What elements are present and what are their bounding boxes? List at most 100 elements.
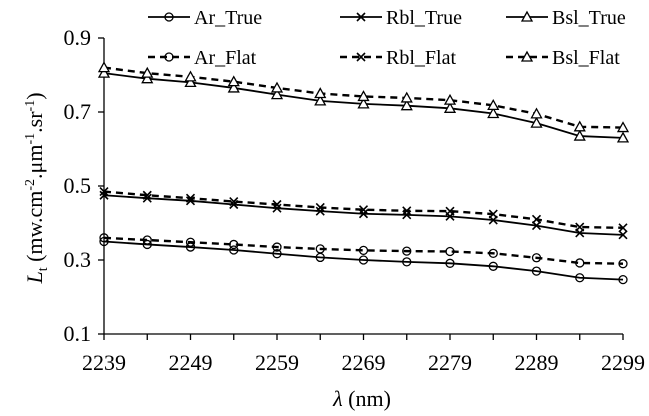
series-ar-flat xyxy=(99,233,628,269)
y-label-subscript: t xyxy=(36,267,51,271)
data-point-ar-flat xyxy=(99,233,109,243)
legend-marker-rbl-flat xyxy=(356,52,366,62)
legend-label-rbl-flat: Rbl_Flat xyxy=(386,47,456,69)
legend-item-rbl-true: Rbl_True xyxy=(340,7,462,29)
legend-label-ar-flat: Ar_Flat xyxy=(194,47,257,69)
x-axis-label: λ (nm) xyxy=(332,386,391,411)
data-point-rbl-flat xyxy=(185,193,196,203)
series-line-ar-flat xyxy=(103,236,624,265)
data-point-bsl-flat xyxy=(443,93,457,105)
data-point-bsl-flat xyxy=(227,75,240,87)
data-point-bsl-flat xyxy=(141,66,154,78)
data-point-ar-flat xyxy=(229,239,239,250)
data-point-bsl-true xyxy=(270,88,284,100)
data-point-ar-true xyxy=(531,266,542,276)
data-point-rbl-true xyxy=(618,230,628,240)
x-tick-label: 2279 xyxy=(428,350,472,375)
data-point-bsl-true xyxy=(487,107,500,119)
data-point-rbl-true xyxy=(358,209,369,219)
data-point-ar-flat xyxy=(272,242,282,252)
data-point-ar-true xyxy=(445,258,455,268)
data-point-bsl-true xyxy=(357,97,370,109)
data-point-rbl-flat xyxy=(445,206,455,216)
data-point-ar-flat xyxy=(315,244,325,254)
data-point-rbl-flat xyxy=(272,199,282,210)
data-point-rbl-flat xyxy=(99,186,109,197)
data-point-ar-flat xyxy=(185,237,196,247)
y-label-superscript: -2 xyxy=(23,179,38,191)
data-point-bsl-true xyxy=(314,94,327,106)
data-point-bsl-true xyxy=(530,116,543,128)
tick-labels: 0.1 0.3 0.5 0.7 0.9 2239 2249 2259 2269 2279 2289 2… xyxy=(64,25,646,375)
data-point-bsl-true xyxy=(443,101,457,113)
series-bsl-flat xyxy=(97,61,630,133)
data-point-ar-true xyxy=(142,239,152,250)
data-point-bsl-flat xyxy=(487,99,500,110)
legend-item-rbl-flat: Rbl_Flat xyxy=(340,47,456,69)
data-point-ar-flat xyxy=(445,246,455,257)
data-point-bsl-true xyxy=(616,131,630,143)
data-point-bsl-flat xyxy=(314,87,327,99)
x-label-symbol: λ xyxy=(332,386,343,411)
data-point-bsl-true xyxy=(184,76,197,88)
legend-marker-bsl-flat xyxy=(520,50,534,62)
data-point-ar-true xyxy=(99,236,109,247)
data-point-rbl-flat xyxy=(358,205,369,215)
data-point-bsl-true xyxy=(141,72,154,84)
series-line-ar-true xyxy=(103,240,624,281)
data-point-bsl-flat xyxy=(270,81,284,93)
data-point-rbl-true xyxy=(272,203,282,213)
data-point-ar-flat xyxy=(488,248,498,258)
y-axis-label: Lt (mw.cm-2.μm-1.sr-1) xyxy=(22,92,51,284)
y-label-symbol: L xyxy=(22,271,47,284)
data-point-rbl-flat xyxy=(531,214,542,224)
x-tick-label: 2239 xyxy=(82,350,126,375)
data-point-bsl-flat xyxy=(573,120,586,132)
chart-axes xyxy=(98,37,624,340)
legend-label-rbl-true: Rbl_True xyxy=(386,7,462,29)
data-point-ar-true xyxy=(272,249,282,259)
x-tick-label: 2259 xyxy=(255,350,299,375)
legend: Ar_True Rbl_True Bsl_True Ar_Flat Rbl_Flat Bs… xyxy=(148,7,626,69)
data-point-bsl-flat xyxy=(357,90,370,102)
data-point-ar-true xyxy=(575,273,585,283)
legend-marker-ar-true xyxy=(164,12,174,22)
series-rbl-flat xyxy=(99,186,628,233)
data-point-ar-true xyxy=(488,261,498,271)
legend-item-bsl-flat: Bsl_Flat xyxy=(506,47,620,69)
x-tick-label: 2249 xyxy=(169,350,213,375)
data-point-bsl-flat xyxy=(530,107,543,119)
data-point-bsl-true xyxy=(97,66,111,78)
legend-label-bsl-true: Bsl_True xyxy=(552,7,626,29)
y-label-unit: ) xyxy=(22,92,47,99)
data-point-ar-flat xyxy=(618,259,628,269)
data-point-ar-true xyxy=(618,274,628,285)
data-point-rbl-flat xyxy=(575,222,585,232)
data-point-ar-flat xyxy=(575,258,585,268)
series-line-rbl-true xyxy=(103,194,624,236)
plot-area xyxy=(97,61,630,285)
data-point-bsl-flat xyxy=(616,121,630,133)
legend-item-bsl-true: Bsl_True xyxy=(506,7,626,29)
y-tick-label: 0.1 xyxy=(64,321,92,346)
data-point-bsl-true xyxy=(227,81,240,93)
y-tick-label: 0.7 xyxy=(64,99,92,124)
x-label-unit: (nm) xyxy=(343,386,391,411)
data-point-rbl-true xyxy=(402,210,412,220)
y-tick-label: 0.3 xyxy=(64,247,92,272)
y-label-unit: (mw.cm xyxy=(22,191,47,268)
data-point-ar-true xyxy=(402,257,412,267)
legend-item-ar-flat: Ar_Flat xyxy=(148,47,257,69)
y-tick-label: 0.9 xyxy=(64,25,92,50)
data-point-rbl-flat xyxy=(315,202,325,213)
data-point-bsl-flat xyxy=(400,91,413,103)
legend-marker-bsl-true xyxy=(520,10,534,22)
series-rbl-true xyxy=(99,190,628,240)
x-tick-label: 2289 xyxy=(515,350,559,375)
legend-item-ar-true: Ar_True xyxy=(148,7,262,29)
series-bsl-true xyxy=(97,66,630,143)
data-point-ar-true xyxy=(229,245,239,255)
data-point-rbl-flat xyxy=(229,196,239,207)
data-point-rbl-flat xyxy=(488,209,498,219)
data-point-ar-flat xyxy=(402,246,412,256)
